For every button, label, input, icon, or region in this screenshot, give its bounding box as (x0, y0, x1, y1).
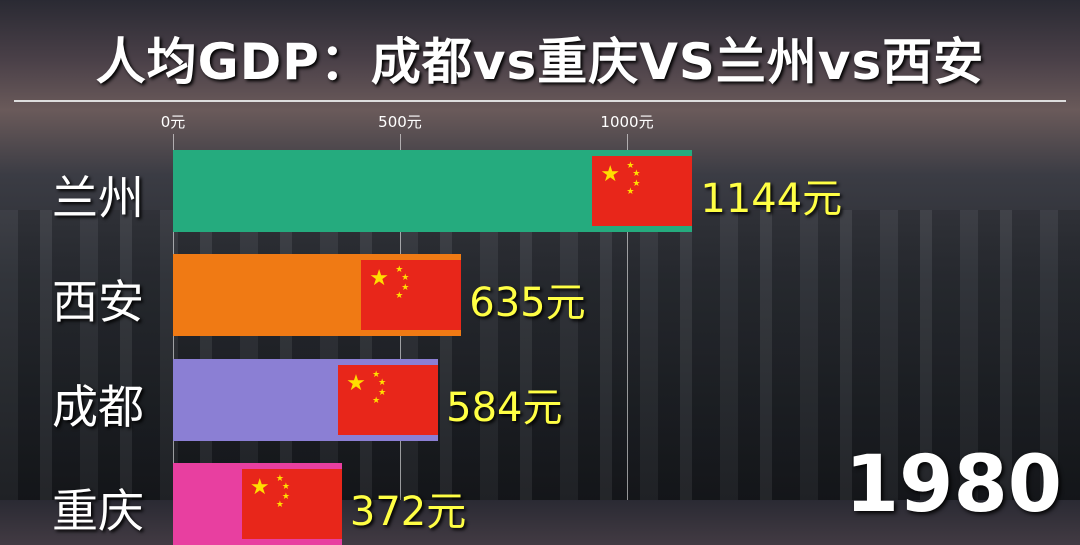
value-label: 584元 (446, 385, 563, 431)
bar: ★ ★ ★ ★ ★ (173, 359, 439, 441)
bar: ★ ★ ★ ★ ★ (173, 150, 693, 232)
bar: ★ ★ ★ ★ ★ (173, 254, 462, 336)
china-flag-icon: ★ ★ ★ ★ ★ (338, 365, 439, 435)
value-label: 372元 (349, 489, 467, 535)
gridline (627, 134, 628, 500)
tick-label: 0元 (160, 113, 186, 131)
chart-title: 人均GDP：成都vs重庆VS兰州vs西安 (95, 33, 985, 91)
year-label: 1980 (844, 440, 1062, 530)
china-flag-icon: ★ ★ ★ ★ ★ (361, 260, 462, 330)
tick-label: 500元 (378, 113, 422, 131)
bar: ★ ★ ★ ★ ★ (173, 463, 342, 545)
china-flag-icon: ★ ★ ★ ★ ★ (592, 156, 693, 226)
tick-label: 1000元 (600, 113, 654, 131)
title-divider (14, 100, 1066, 102)
value-label: 1144元 (700, 176, 843, 222)
category-label: 重庆 (52, 484, 144, 538)
value-label: 635元 (469, 280, 586, 326)
category-label: 西安 (52, 275, 144, 329)
category-label: 成都 (52, 380, 144, 434)
category-label: 兰州 (52, 171, 144, 225)
china-flag-icon: ★ ★ ★ ★ ★ (241, 469, 342, 539)
